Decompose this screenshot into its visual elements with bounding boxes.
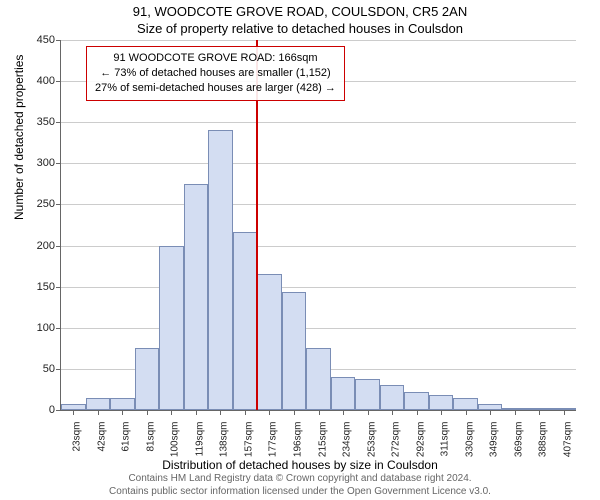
histogram-bar xyxy=(233,232,258,410)
footer-attribution: Contains HM Land Registry data © Crown c… xyxy=(0,472,600,498)
x-tick-label: 253sqm xyxy=(366,422,377,458)
y-tick-label: 450 xyxy=(37,34,55,46)
histogram-bar xyxy=(404,392,429,410)
x-tick-label: 119sqm xyxy=(194,422,205,457)
x-tick-label: 81sqm xyxy=(145,422,156,452)
x-tick-label: 388sqm xyxy=(538,422,549,458)
x-tick-label: 138sqm xyxy=(219,422,230,458)
x-tick-label: 100sqm xyxy=(170,422,181,458)
y-tick-label: 300 xyxy=(37,157,55,169)
histogram-bar xyxy=(86,398,111,410)
x-tick-label: 196sqm xyxy=(292,422,303,458)
footer-line-2: Contains public sector information licen… xyxy=(0,485,600,498)
x-tick-label: 177sqm xyxy=(268,422,279,458)
x-axis-label: Distribution of detached houses by size … xyxy=(0,458,600,472)
x-tick-label: 292sqm xyxy=(415,422,426,458)
x-tick-label: 61sqm xyxy=(121,422,132,452)
y-tick-label: 150 xyxy=(37,281,55,293)
annotation-box: 91 WOODCOTE GROVE ROAD: 166sqm ← 73% of … xyxy=(86,46,345,101)
histogram-bar xyxy=(306,348,331,410)
y-tick-label: 50 xyxy=(43,363,55,375)
x-tick-label: 272sqm xyxy=(391,422,402,458)
x-tick-label: 157sqm xyxy=(243,422,254,458)
footer-line-1: Contains HM Land Registry data © Crown c… xyxy=(0,472,600,485)
y-tick-label: 400 xyxy=(37,75,55,87)
annotation-line-3: 27% of semi-detached houses are larger (… xyxy=(95,81,336,96)
histogram-bar xyxy=(184,184,209,410)
x-tick-label: 23sqm xyxy=(72,422,83,452)
histogram-bar xyxy=(380,385,405,410)
chart-plot-area: 050100150200250300350400450 23sqm42sqm61… xyxy=(60,40,576,411)
histogram-bar xyxy=(429,395,454,410)
y-tick-label: 350 xyxy=(37,116,55,128)
x-tick-label: 234sqm xyxy=(342,422,353,458)
x-tick-label: 369sqm xyxy=(513,422,524,458)
histogram-bar xyxy=(355,379,380,410)
histogram-bar xyxy=(257,274,282,410)
histogram-bar xyxy=(110,398,135,410)
histogram-bar xyxy=(135,348,160,410)
y-axis-label: Number of detached properties xyxy=(12,55,26,220)
histogram-bar xyxy=(208,130,233,410)
histogram-bar xyxy=(159,246,184,410)
annotation-line-1: 91 WOODCOTE GROVE ROAD: 166sqm xyxy=(95,51,336,66)
x-tick-label: 407sqm xyxy=(562,422,573,458)
y-tick-label: 200 xyxy=(37,240,55,252)
x-tick-label: 215sqm xyxy=(317,422,328,458)
histogram-bar xyxy=(453,398,478,410)
x-tick-label: 349sqm xyxy=(489,422,500,458)
x-tick-label: 311sqm xyxy=(440,422,451,457)
histogram-bar xyxy=(282,292,307,410)
y-tick-label: 100 xyxy=(37,322,55,334)
x-tick-label: 42sqm xyxy=(96,422,107,452)
y-tick-label: 250 xyxy=(37,198,55,210)
page-title: 91, WOODCOTE GROVE ROAD, COULSDON, CR5 2… xyxy=(0,0,600,19)
y-tick-label: 0 xyxy=(49,404,55,416)
histogram-bar xyxy=(331,377,356,410)
x-tick-label: 330sqm xyxy=(464,422,475,458)
annotation-line-2: ← 73% of detached houses are smaller (1,… xyxy=(95,66,336,81)
chart-subtitle: Size of property relative to detached ho… xyxy=(0,21,600,36)
